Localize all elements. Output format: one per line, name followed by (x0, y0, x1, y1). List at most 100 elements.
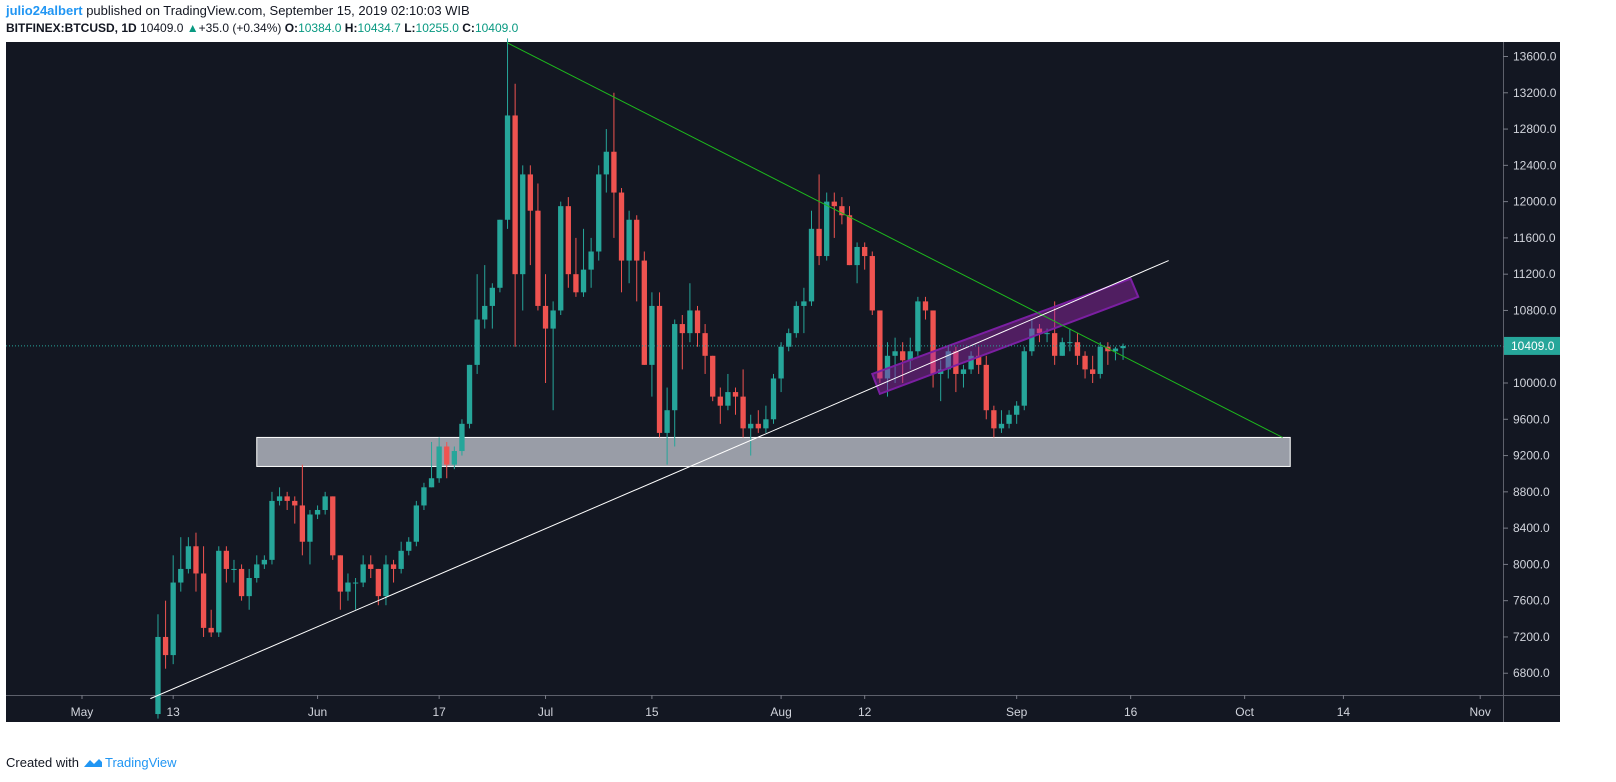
candle-body (466, 364, 473, 424)
candle-body (626, 219, 632, 261)
candle-body (816, 228, 822, 257)
candle-body (664, 410, 670, 433)
y-tick-label: 7600.0 (1513, 594, 1550, 608)
x-tick-label: Oct (1235, 705, 1254, 719)
candle-body (922, 301, 929, 311)
created-with-text: Created with (6, 755, 79, 770)
plot-background (6, 42, 1503, 695)
candle-body (1021, 351, 1027, 406)
publish-header: julio24albert published on TradingView.c… (6, 3, 470, 18)
descending-trendline (507, 42, 1283, 438)
candle-body (603, 151, 609, 175)
candle-body (573, 274, 579, 293)
candle-body (877, 310, 883, 379)
y-tick-label: 12400.0 (1513, 158, 1557, 172)
footer: Created with TradingView (6, 755, 177, 770)
close-value: 10409.0 (474, 21, 519, 35)
price-axis-background (1503, 42, 1560, 695)
candle-body (512, 115, 518, 275)
candle-body (1097, 346, 1103, 374)
candle-body (216, 550, 222, 633)
candle-body (1067, 342, 1073, 344)
candle-body (330, 496, 336, 556)
candle-body (352, 582, 359, 584)
candle-body (1089, 369, 1096, 374)
candle-body (976, 355, 982, 365)
candle-body (710, 355, 716, 397)
candle-body (983, 364, 989, 411)
candle-body (284, 496, 290, 501)
candle-body (451, 451, 457, 465)
support-zone (256, 436, 1291, 467)
candle-body (292, 500, 298, 506)
y-tick-label: 9200.0 (1513, 449, 1550, 463)
candle-body (824, 201, 830, 257)
close-label: C: (462, 21, 475, 35)
author-link[interactable]: julio24albert (6, 3, 83, 18)
candle-body (869, 256, 875, 311)
candle-body (208, 627, 214, 633)
y-tick-label: 13600.0 (1513, 50, 1557, 64)
candle-body (839, 206, 845, 216)
open-value: 10384.0 (298, 21, 342, 35)
candle-body (489, 287, 495, 306)
candle-body (1036, 328, 1043, 334)
high-value: 10434.7 (357, 21, 401, 35)
candle-body (656, 305, 663, 433)
candle-body (482, 305, 488, 320)
candle-body (261, 559, 268, 565)
candle-body (231, 568, 237, 570)
candle-body (778, 346, 784, 379)
tradingview-brand[interactable]: TradingView (83, 755, 177, 770)
candle-body (1052, 333, 1058, 356)
candle-body (611, 151, 617, 193)
candle-body (618, 192, 625, 261)
candle-body (1029, 328, 1035, 352)
candle-body (900, 351, 906, 361)
candle-body (497, 219, 503, 288)
candle-body (436, 446, 442, 479)
candle-body (960, 369, 967, 374)
y-tick-label: 8400.0 (1513, 521, 1550, 535)
candle-body (474, 319, 480, 365)
candle-body (246, 578, 252, 597)
candle-body (459, 423, 465, 452)
published-info: published on TradingView.com, September … (86, 3, 470, 18)
candle-body (535, 210, 541, 306)
candle-body (428, 478, 435, 488)
tradingview-logo-icon (83, 758, 102, 767)
candle-body (641, 260, 647, 365)
price-change: +35.0 (+0.34%) (198, 21, 282, 35)
y-tick-label: 9600.0 (1513, 412, 1550, 426)
candle-body (596, 174, 602, 252)
candle-body (831, 201, 837, 207)
x-tick-label: Jul (538, 705, 553, 719)
candle-body (185, 546, 192, 569)
y-tick-label: 10000.0 (1513, 376, 1557, 390)
candle-body (565, 206, 571, 275)
x-tick-label: Jun (308, 705, 327, 719)
symbol-header: BITFINEX:BTCUSD, 1D 10409.0 ▲+35.0 (+0.3… (6, 21, 518, 35)
candle-body (915, 301, 921, 352)
y-tick-label: 12800.0 (1513, 122, 1557, 136)
candle-body (375, 568, 382, 597)
candle-body (170, 582, 176, 656)
candle-body (254, 564, 260, 579)
candle-body (649, 305, 655, 365)
y-tick-label: 12000.0 (1513, 195, 1557, 209)
y-tick-label: 11200.0 (1513, 267, 1556, 281)
x-tick-label: Sep (1006, 705, 1028, 719)
candle-body (337, 555, 344, 592)
candle-body (717, 396, 723, 406)
candle-body (276, 496, 283, 501)
candle-body (991, 410, 997, 429)
candle-body (1112, 348, 1119, 352)
candle-body (413, 505, 420, 542)
candle-body (1120, 345, 1126, 349)
candle-body (1006, 414, 1012, 424)
candle-body (702, 333, 708, 356)
candle-body (383, 564, 389, 597)
candle-body (520, 174, 526, 275)
brand-name: TradingView (104, 755, 177, 770)
